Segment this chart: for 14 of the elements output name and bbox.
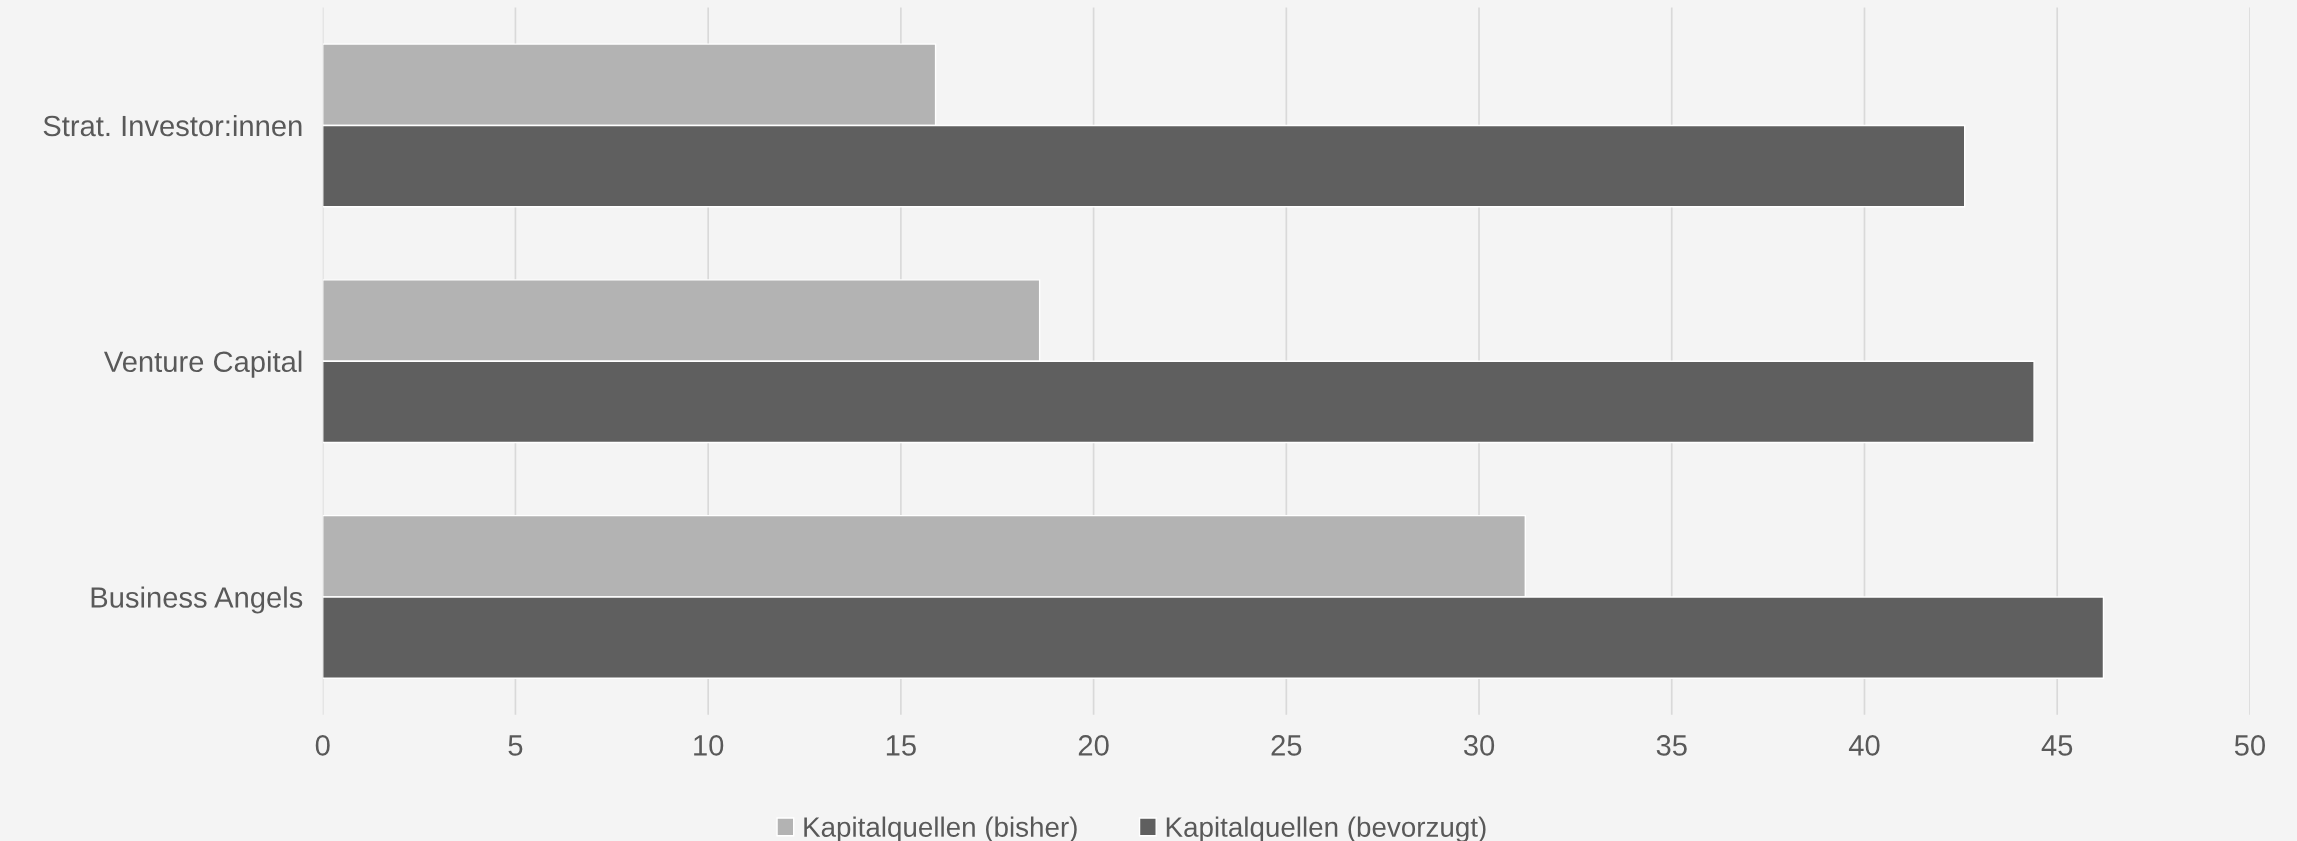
x-tick-label: 0 [315,735,330,756]
y-tick-label: Strat. Investor:innen [43,114,302,137]
x-tick-label: 5 [508,735,523,756]
x-tick-label: 20 [1078,735,1109,756]
x-tick-label: 40 [1848,735,1880,756]
y-tick-label: Venture Capital [103,350,302,378]
x-tick-label: 10 [694,735,724,756]
x-tick-label: 30 [1463,735,1495,756]
x-tick-label: 35 [1656,735,1687,756]
x-tick-label: 15 [886,735,916,756]
y-tick-label: Business Angels [91,586,303,614]
x-tick-label: 45 [2041,735,2073,756]
x-tick-label: 50 [2234,735,2265,756]
x-tick-label: 25 [1271,735,1302,756]
